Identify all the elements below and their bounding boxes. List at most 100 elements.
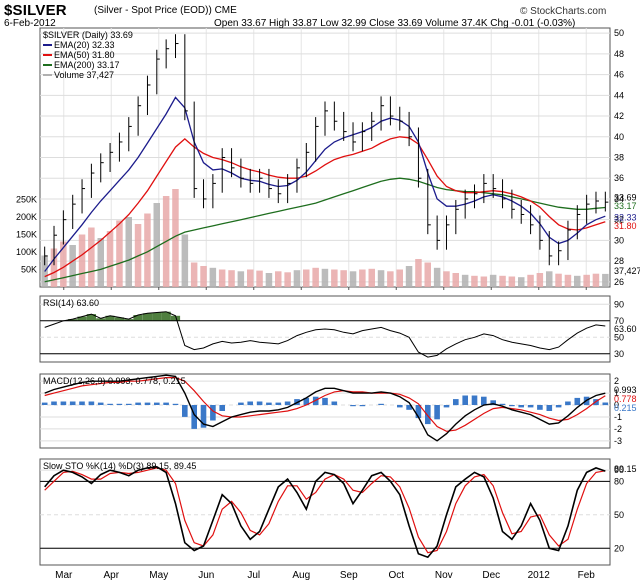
volume-tick-label: 100K <box>16 247 37 257</box>
macd-histogram-bar <box>490 400 496 406</box>
macd-histogram-bar <box>107 403 113 405</box>
macd-histogram-bar <box>602 402 609 406</box>
macd-histogram-bar <box>443 405 450 408</box>
stochastic-panel <box>39 458 611 566</box>
volume-bar <box>536 273 544 287</box>
volume-bar <box>546 271 553 288</box>
price-tick-label: 28 <box>614 256 624 266</box>
x-month-label: Oct <box>388 570 404 581</box>
macd-histogram-bar <box>266 402 272 405</box>
macd-histogram-bar <box>172 403 179 405</box>
volume-bar <box>275 271 282 288</box>
macd-histogram-bar <box>247 401 253 406</box>
volume-bar <box>583 274 590 288</box>
macd-histogram-bar <box>51 401 57 406</box>
volume-bar <box>480 276 488 287</box>
x-month-label: Jun <box>198 570 214 581</box>
volume-bar <box>200 266 207 287</box>
volume-bar <box>592 273 600 287</box>
volume-bar <box>303 269 310 287</box>
macd-histogram-bar <box>397 405 403 408</box>
volume-bar <box>88 227 95 287</box>
macd-histogram-bar <box>406 405 412 410</box>
chart-symbol: $SILVER <box>4 2 67 19</box>
macd-histogram-bar <box>116 403 123 405</box>
price-legend-entry: $SILVER (Daily) 33.69 <box>43 30 133 40</box>
macd-signal-line <box>44 377 606 432</box>
macd-histogram-bar <box>88 401 95 406</box>
volume-bar <box>106 231 114 287</box>
macd-histogram-bar <box>434 405 440 420</box>
volume-bar <box>116 220 123 287</box>
volume-bar <box>602 273 609 287</box>
rsi-overbought-fill <box>77 316 87 321</box>
stoch-right-label: 89.15 <box>614 464 637 474</box>
x-month-label: Feb <box>578 570 596 581</box>
macd-histogram-bar <box>574 397 581 406</box>
macd-histogram-bar <box>144 402 151 405</box>
macd-histogram-bar <box>163 402 169 405</box>
x-month-label: May <box>149 570 168 581</box>
ohlc-summary: Open 33.67 High 33.87 Low 32.99 Close 33… <box>214 18 576 29</box>
macd-histogram-bar <box>462 395 468 405</box>
volume-bar <box>209 267 217 288</box>
volume-bar <box>78 234 86 287</box>
macd-histogram-bar <box>154 402 160 405</box>
volume-bar <box>489 274 497 288</box>
rsi-tick-label: 70 <box>614 316 624 326</box>
macd-histogram-bar <box>537 405 543 410</box>
volume-bar <box>237 271 245 288</box>
macd-histogram-bar <box>378 403 384 405</box>
volume-bar <box>508 276 516 287</box>
stoch-tick-label: 20 <box>614 543 624 553</box>
x-month-label: Sep <box>340 570 358 581</box>
macd-histogram-bar <box>471 395 478 405</box>
volume-tick-label: 150K <box>16 230 37 240</box>
volume-bar <box>443 271 450 288</box>
volume-bar <box>60 241 67 287</box>
macd-tick-label: -3 <box>614 436 622 446</box>
stockcharts-credit: © StockCharts.com <box>520 6 607 17</box>
price-tick-label: 48 <box>614 49 624 59</box>
stoch-d-line <box>44 467 606 554</box>
x-month-label: 2012 <box>528 570 551 581</box>
volume-bar <box>518 277 525 287</box>
volume-right-label: 37,427 <box>614 266 640 276</box>
macd-histogram-bar <box>60 401 67 406</box>
macd-histogram-bar <box>135 402 141 405</box>
rsi-overbought-fill <box>133 315 143 321</box>
volume-bar <box>368 268 375 287</box>
macd-histogram-bar <box>284 401 291 406</box>
rsi-overbought-fill <box>86 314 96 321</box>
macd-histogram-bar <box>481 396 487 406</box>
macd-histogram-bar <box>322 397 328 406</box>
stoch-legend: Slow STO %K(14) %D(3) 89.15, 89.45 <box>43 461 196 471</box>
stoch-tick-label: 80 <box>614 476 624 486</box>
rsi-overbought-fill <box>161 311 171 321</box>
rsi-overbought-fill <box>170 315 181 321</box>
macd-histogram-bar <box>546 405 553 411</box>
price-legend-entry: EMA(20) 32.33 <box>54 40 115 50</box>
rsi-tick-label: 90 <box>614 299 624 309</box>
rsi-overbought-fill <box>114 317 125 321</box>
volume-bar <box>433 267 441 288</box>
rsi-overbought-fill <box>96 318 106 321</box>
volume-bar <box>284 272 291 287</box>
volume-bar <box>293 270 301 287</box>
price-right-label: 32.33 <box>614 213 637 223</box>
macd-histogram-bar <box>256 401 263 406</box>
price-tick-label: 26 <box>614 277 624 287</box>
price-right-label: 31.80 <box>614 221 637 231</box>
x-month-label: Nov <box>435 570 453 581</box>
price-tick-label: 30 <box>614 235 624 245</box>
volume-bar <box>190 262 198 287</box>
macd-histogram-bar <box>453 399 459 406</box>
volume-bar <box>396 269 403 287</box>
volume-bar <box>415 259 422 287</box>
macd-histogram-bar <box>555 405 562 408</box>
price-tick-label: 42 <box>614 111 624 121</box>
volume-bar <box>564 274 572 288</box>
macd-histogram-bar <box>79 401 85 406</box>
price-tick-label: 44 <box>614 90 624 100</box>
macd-histogram-bar <box>331 401 338 406</box>
